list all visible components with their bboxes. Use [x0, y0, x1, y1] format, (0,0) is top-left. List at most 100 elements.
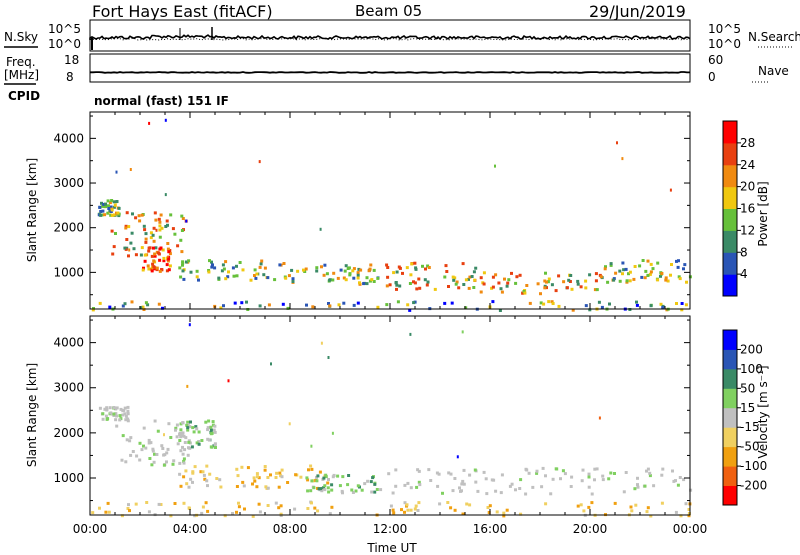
velocity-cell: [115, 406, 119, 410]
power-cell: [421, 264, 424, 268]
power-cell: [141, 268, 145, 272]
power-cell: [176, 244, 180, 248]
power-cell: [635, 303, 639, 307]
power-cell: [562, 280, 566, 284]
power-cell: [472, 286, 476, 289]
velocity-cell: [104, 414, 108, 418]
power-cell: [125, 211, 129, 215]
power-cell: [167, 268, 171, 272]
velocity-scatter-region: [178, 464, 330, 490]
velocity-cell: [570, 475, 574, 479]
power-cell: [110, 213, 114, 217]
velocity-frame: [89, 315, 691, 516]
power-cell: [157, 252, 161, 256]
power-cell: [593, 288, 597, 292]
freq-label: Freq.: [6, 55, 36, 69]
velocity-cell: [209, 425, 213, 429]
velocity-cell: [115, 424, 119, 428]
power-cell: [109, 210, 113, 213]
power-cell: [472, 270, 476, 274]
velocity-outlier: [186, 384, 189, 388]
power-colorbar-segment: [723, 208, 737, 231]
velocity-cell: [120, 458, 124, 462]
velocity-cell: [671, 469, 674, 473]
velocity-cell: [307, 468, 310, 472]
velocity-cell: [191, 426, 195, 430]
velocity-cell: [311, 485, 315, 489]
power-cell: [158, 247, 162, 251]
velocity-cell: [601, 478, 605, 482]
velocity-cell: [350, 488, 354, 492]
velocity-cell: [189, 420, 192, 424]
velocity-cell: [129, 453, 133, 457]
velocity-cell: [373, 481, 377, 485]
power-cell: [134, 216, 138, 220]
velocity-cell: [172, 459, 176, 463]
velocity-cell: [451, 489, 455, 493]
velocity-cell: [613, 472, 616, 475]
velocity-cell: [462, 482, 466, 486]
power-cell: [433, 287, 437, 291]
velocity-cell: [314, 478, 318, 482]
velocity-cell: [114, 418, 118, 422]
velocity-outlier: [461, 330, 464, 334]
velocity-cell: [203, 477, 207, 481]
velocity-cell: [126, 409, 130, 413]
power-cell: [621, 272, 624, 276]
velocity-cell: [394, 468, 398, 472]
power-cell: [315, 269, 319, 273]
power-cell: [565, 286, 569, 290]
power-cell: [331, 278, 335, 282]
power-cell: [110, 208, 114, 212]
velocity-cell: [253, 479, 257, 483]
velocity-cell: [369, 480, 373, 484]
power-cell: [614, 271, 618, 275]
power-cell: [110, 207, 114, 211]
power-cell: [253, 268, 257, 272]
power-cell: [113, 213, 117, 217]
power-cell: [409, 273, 413, 277]
velocity-colorbar-tick-label: -100: [740, 459, 767, 473]
velocity-cell: [418, 483, 422, 487]
noise-left-tick-top: 10^5: [48, 22, 81, 36]
velocity-cell: [551, 477, 555, 481]
velocity-cell: [152, 460, 156, 464]
velocity-cell: [581, 468, 585, 472]
velocity-cell: [587, 485, 591, 489]
power-cell: [569, 274, 573, 277]
power-cell: [568, 274, 572, 277]
velocity-cell: [187, 485, 191, 489]
power-cell: [115, 211, 118, 215]
velocity-cell: [555, 467, 559, 471]
power-cell: [315, 266, 319, 270]
velocity-cell: [163, 453, 167, 457]
power-cell: [153, 252, 157, 256]
power-cell: [219, 306, 223, 310]
power-cell: [628, 308, 632, 311]
velocity-cell: [206, 509, 210, 513]
power-cell: [158, 269, 162, 273]
power-cell: [140, 213, 144, 217]
velocity-cell: [235, 467, 239, 471]
power-cell: [110, 229, 114, 233]
velocity-cell: [100, 412, 104, 416]
velocity-cell: [187, 446, 190, 450]
velocity-colorbar-tick-label: 15: [740, 401, 755, 415]
power-cell: [370, 278, 374, 282]
power-cell: [265, 276, 269, 279]
velocity-cell: [180, 434, 184, 438]
power-cell: [455, 280, 459, 284]
power-cell: [395, 283, 399, 287]
power-cell: [152, 265, 156, 269]
power-cell: [283, 275, 287, 279]
power-cell: [627, 272, 630, 276]
power-scatter-region: [91, 300, 688, 312]
velocity-cell: [587, 472, 591, 476]
power-cell: [521, 291, 525, 295]
velocity-cell: [179, 435, 183, 439]
velocity-cell: [403, 483, 407, 487]
velocity-cell: [206, 437, 210, 441]
velocity-cell: [263, 465, 267, 468]
velocity-cell: [652, 484, 656, 488]
velocity-cell: [105, 408, 109, 412]
